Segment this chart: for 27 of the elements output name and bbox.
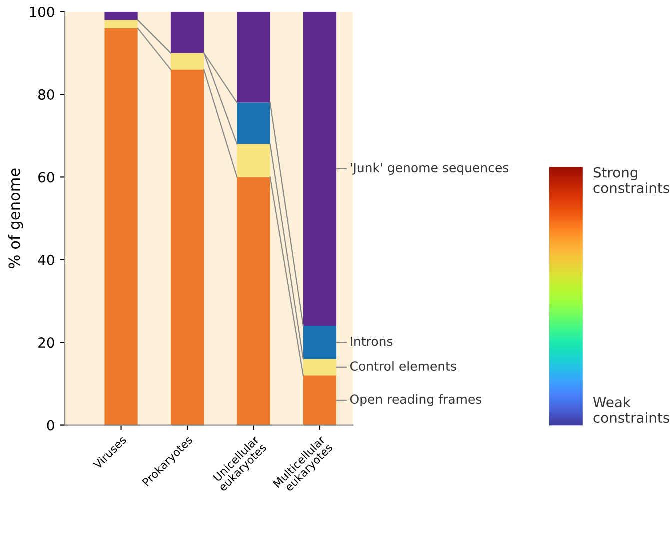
y-tick-label: 100	[30, 6, 54, 18]
bar	[237, 12, 270, 103]
bar	[303, 376, 337, 426]
y-tick-label: 40	[38, 254, 54, 266]
bar	[303, 12, 337, 326]
y-tick-label: 0	[47, 420, 54, 431]
bar	[237, 177, 270, 426]
series-label: Introns	[351, 336, 393, 346]
bar	[104, 28, 138, 426]
bar	[170, 12, 204, 54]
y-tick-label: 80	[38, 90, 54, 100]
text: Strong constraints	[594, 167, 670, 194]
text: Weak constraints	[593, 396, 670, 424]
series-label: 'Junk' genome sequences	[350, 162, 509, 176]
y-axis-title: % of genome	[8, 168, 24, 268]
series-label: Control elements	[350, 361, 456, 372]
bar	[104, 12, 138, 20]
bar	[237, 102, 270, 144]
bar	[303, 326, 337, 360]
bar	[170, 53, 204, 70]
bar	[170, 70, 204, 426]
series-label: Open reading frames	[350, 394, 482, 407]
bar	[237, 144, 270, 178]
bar	[104, 20, 138, 28]
y-tick-label: 20	[38, 338, 54, 348]
y-tick-label: 60	[38, 172, 54, 183]
bar	[303, 359, 337, 376]
